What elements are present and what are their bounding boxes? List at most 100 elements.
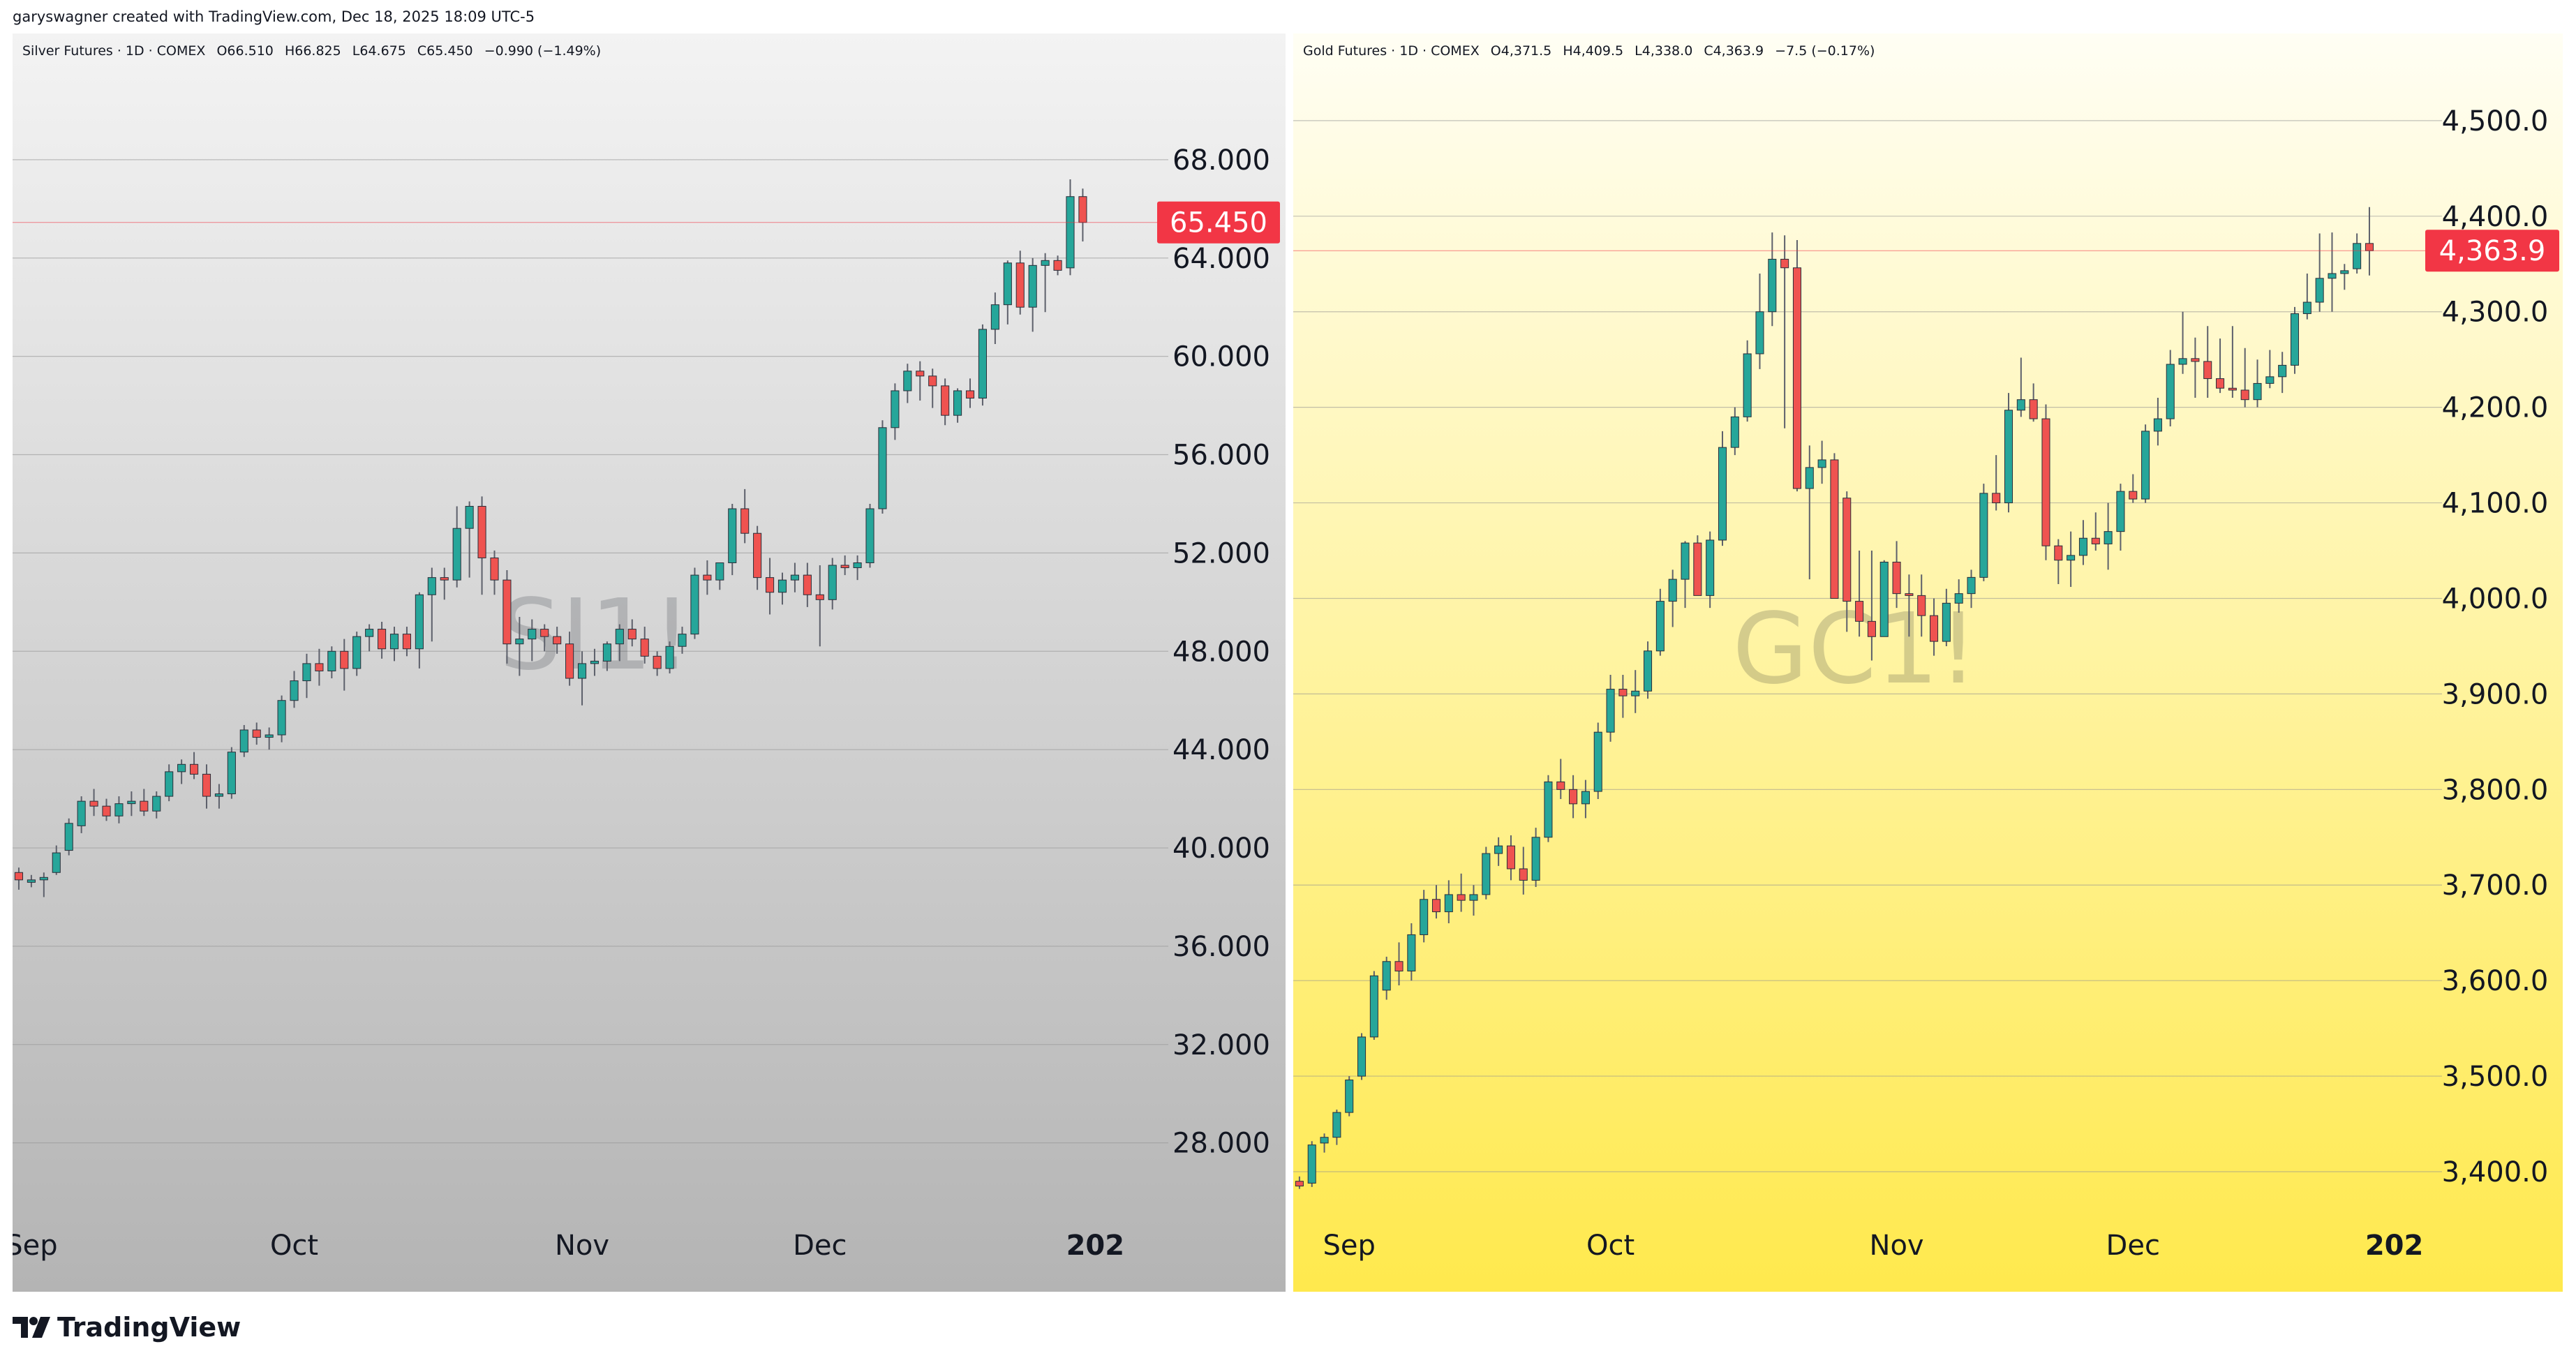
chart-credit: garyswagner created with TradingView.com… xyxy=(13,8,535,25)
silver-y-tick-label: 52.000 xyxy=(1172,537,1270,569)
silver-candle-body xyxy=(389,634,399,650)
silver-candle xyxy=(52,845,61,875)
gold-candle xyxy=(2340,264,2349,290)
silver-candle xyxy=(1078,188,1087,241)
gold-candle xyxy=(1394,942,1404,986)
silver-candle xyxy=(878,420,887,514)
gold-candle-body xyxy=(1755,311,1764,355)
gold-candle xyxy=(2016,357,2025,417)
silver-candle-body xyxy=(202,773,211,797)
gold-candle xyxy=(1382,956,1391,1000)
silver-candle xyxy=(790,562,799,592)
silver-candle-body xyxy=(77,800,86,826)
silver-candle xyxy=(715,562,724,590)
gold-candle xyxy=(1431,885,1441,919)
silver-legend-high: H66.825 xyxy=(284,43,341,59)
gold-candle-body xyxy=(2141,431,2150,500)
gold-candle-body xyxy=(1307,1144,1316,1184)
silver-candle-body xyxy=(865,508,874,563)
silver-candle xyxy=(1028,258,1037,332)
silver-y-tick-label: 48.000 xyxy=(1172,636,1270,668)
silver-chart-svg[interactable]: 28.000 32.000 36.000 40.000 44.000 48.000 52.0… xyxy=(13,33,1286,1292)
silver-candle-body xyxy=(916,371,925,377)
gold-candle-body xyxy=(1444,894,1453,913)
gold-candle-body xyxy=(1730,416,1739,448)
gold-candle xyxy=(2091,512,2100,551)
gold-candle-body xyxy=(1457,894,1466,901)
gold-candle-body xyxy=(1320,1137,1329,1144)
gold-candle-body xyxy=(1420,899,1429,935)
gold-y-tick-label: 4,100.0 xyxy=(2442,488,2549,520)
gold-candle xyxy=(1457,873,1466,912)
gold-candle xyxy=(2141,424,2150,503)
gold-candle xyxy=(1855,551,1864,637)
silver-candle-body xyxy=(1041,260,1050,266)
gold-candle-body xyxy=(1992,493,2001,504)
silver-candle-body xyxy=(102,805,111,816)
silver-legend-open: O66.510 xyxy=(216,43,274,59)
gold-candle-body xyxy=(1506,845,1515,870)
gold-candle xyxy=(1967,569,1976,609)
silver-chart-pane[interactable]: 28.000 32.000 36.000 40.000 44.000 48.000 52.0… xyxy=(13,33,1286,1292)
gold-candle-body xyxy=(2253,382,2262,401)
silver-candle-body xyxy=(165,771,174,797)
silver-candle xyxy=(916,361,925,401)
silver-candle-body xyxy=(27,879,36,883)
gold-candle-body xyxy=(1668,579,1677,602)
silver-candle xyxy=(891,383,900,440)
gold-candle xyxy=(1618,675,1628,718)
silver-candle xyxy=(177,759,186,784)
silver-candle-body xyxy=(941,385,950,416)
silver-candle-body xyxy=(502,579,512,645)
gold-candle-body xyxy=(1718,447,1727,541)
gold-candle-body xyxy=(2067,555,2076,561)
silver-candle-body xyxy=(302,663,311,682)
gold-candle-body xyxy=(1830,459,1839,599)
gold-candle-body xyxy=(1768,258,1777,313)
gold-candle xyxy=(1979,484,1988,581)
silver-candle xyxy=(728,503,737,576)
gold-chart-pane[interactable]: 3,400.0 3,500.0 3,600.0 3,700.0 3,800.0 3,900… xyxy=(1293,33,2563,1292)
gold-candle xyxy=(1792,240,1801,492)
gold-candle-body xyxy=(1556,781,1565,790)
gold-last-price-badge xyxy=(2425,230,2559,272)
gold-candle xyxy=(1531,828,1540,887)
silver-candle xyxy=(64,818,73,856)
silver-last-price-label: 65.450 xyxy=(1170,207,1267,239)
gold-candle-body xyxy=(1954,593,1963,604)
gold-y-tick-label: 3,500.0 xyxy=(2442,1061,2549,1093)
gold-candle-body xyxy=(2265,376,2275,384)
silver-candle-body xyxy=(1028,264,1037,308)
silver-candle-body xyxy=(803,574,812,595)
gold-candle-body xyxy=(1345,1080,1354,1113)
gold-legend: Gold Futures · 1D · COMEX O4,371.5 H4,40… xyxy=(1303,43,1882,59)
silver-candle xyxy=(102,798,111,821)
silver-candle xyxy=(402,627,412,657)
gold-candle xyxy=(1332,1110,1341,1145)
silver-candle xyxy=(440,567,449,600)
silver-candle xyxy=(290,671,299,708)
silver-legend-low: L64.675 xyxy=(352,43,406,59)
silver-candle xyxy=(515,616,524,676)
gold-candle-body xyxy=(2340,270,2349,274)
gold-candle xyxy=(1345,1076,1354,1117)
silver-last-price-badge xyxy=(1157,201,1280,244)
silver-candle xyxy=(753,525,762,590)
silver-candle xyxy=(490,550,499,595)
gold-candle xyxy=(1917,574,1926,637)
silver-candle xyxy=(1015,251,1025,315)
tradingview-logo[interactable]: TradingView xyxy=(13,1312,241,1343)
gold-candle-body xyxy=(1681,542,1690,580)
gold-candle-body xyxy=(1295,1181,1304,1187)
silver-candle xyxy=(928,368,937,408)
silver-candle-body xyxy=(14,872,24,881)
silver-candle-body xyxy=(477,505,486,558)
silver-candle xyxy=(690,567,699,639)
gold-chart-svg[interactable]: 3,400.0 3,500.0 3,600.0 3,700.0 3,800.0 3,900… xyxy=(1293,33,2563,1292)
gold-candle xyxy=(2203,326,2212,398)
gold-candle-body xyxy=(1407,934,1416,971)
gold-candle-body xyxy=(2104,531,2113,544)
gold-candle xyxy=(1780,235,1789,428)
silver-candle xyxy=(941,378,950,426)
silver-candle xyxy=(477,496,486,595)
